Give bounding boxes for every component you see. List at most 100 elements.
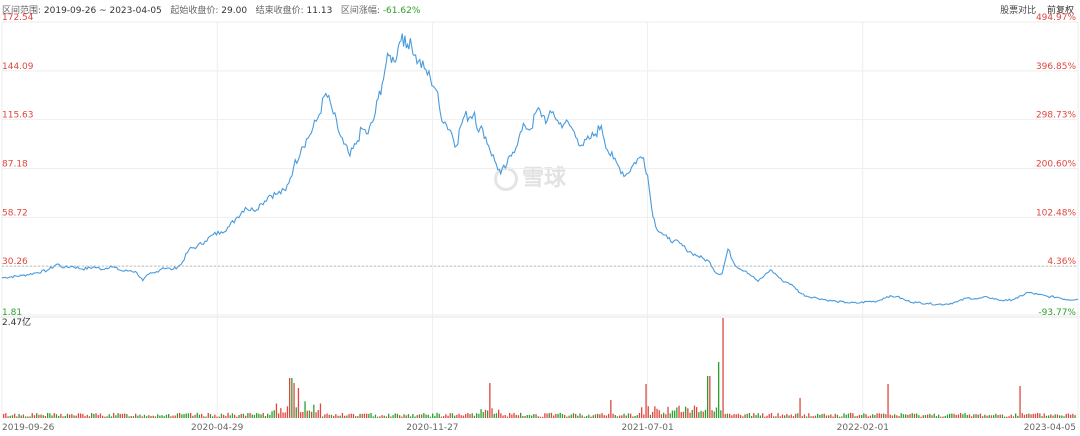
volume-bar [568,415,570,418]
compare-stock-button[interactable]: 股票对比 [1000,6,1037,16]
volume-bar [524,416,526,418]
volume-bar [918,415,920,418]
volume-bar [971,416,973,418]
volume-bar [759,415,762,418]
volume-bar [410,416,412,418]
volume-bar [594,414,597,418]
volume-bar [130,416,132,418]
volume-bar [687,408,689,418]
volume-bar [636,415,638,418]
volume-bar [168,414,170,418]
volume-bar [238,415,240,418]
volume-bar [755,415,757,418]
left-axis-labels: 172.54 144.09 115.63 87.18 58.72 30.26 1.81 [2,13,34,318]
volume-bar [731,415,733,418]
volume-bar [348,414,350,418]
volume-bar [115,415,117,418]
volume-bar [207,412,209,418]
volume-bar [909,414,911,418]
volume-bar [27,416,29,418]
volume-bar [964,413,966,418]
volume-bar [240,413,242,418]
volume-bar [616,416,619,418]
volume-bar [291,378,293,418]
volume-bar [359,413,361,418]
volume-bar [1023,414,1026,418]
volume-bar [447,415,449,418]
volume-bar [124,413,126,418]
volume-bar [544,413,546,418]
volume-bar [36,413,38,418]
volume-bar [526,415,528,418]
volume-bar [579,413,581,418]
volume-bar [225,416,227,418]
volume-bar [403,414,405,418]
volume-bar [689,412,691,418]
volume-bar [975,414,977,418]
volume-bar [843,413,845,418]
volume-bar [185,413,187,418]
volume-bar [982,416,984,418]
volume-bar [869,415,872,418]
volume-bar [363,413,366,418]
volume-bar [968,414,971,418]
volume-bar [71,414,73,418]
volume-bar [313,404,315,418]
volume-bar [190,413,192,418]
volume-bar [176,413,179,418]
volume-bar [797,413,799,418]
volume-bar [377,416,379,418]
volume-bar [678,405,680,418]
volume-bar [399,415,401,418]
volume-bar [146,416,148,418]
volume-bar [645,384,647,418]
volume-bar [718,362,720,418]
volume-bar [286,406,289,418]
volume-bar [324,414,326,418]
volume-bar [414,416,416,418]
volume-bar [852,413,854,418]
volume-bar [192,415,194,418]
volume-bar [88,416,91,418]
volume-bar [443,416,445,418]
volume-bar [108,414,110,418]
volume-bar [537,416,539,418]
volume-bar [946,414,949,418]
volume-bar [676,407,678,418]
volume-bar [84,416,86,418]
volume-bar [638,413,641,418]
volume-bar [381,415,383,418]
volume-bar [489,383,491,418]
volume-bar [256,413,258,418]
volume-bar [346,415,348,418]
volume-bar [979,413,982,418]
volume-bar [669,413,671,418]
volume-bar [469,414,471,418]
volume-bar [388,413,390,418]
volume-bar [737,413,740,418]
volume-bar [531,415,533,418]
volume-bar [3,413,5,418]
volume-max-label: 2.47亿 [2,316,31,328]
forward-adjusted-button[interactable]: 前复权 [1046,6,1074,16]
gridlines [0,21,1080,418]
volume-bar [575,413,577,418]
volume-bar [632,416,634,418]
volume-bar [29,416,31,418]
volume-bar [682,411,685,418]
volume-bar [157,414,159,418]
volume-bar [883,413,885,418]
volume-bar [289,378,291,418]
x-axis-labels: 2019-09-26 2020-04-29 2020-11-27 2021-07-01… [2,423,1076,433]
volume-bar [949,413,951,418]
right-axis-labels: 494.97% 396.85% 298.73% 200.60% 102.48% 4.36%… [1036,13,1076,318]
volume-bar [942,416,944,418]
volume-bar [863,413,865,418]
volume-bar [880,413,883,418]
volume-bar [93,413,95,418]
volume-bar [792,416,795,418]
x-tick-label: 2023-04-05 [1024,423,1076,433]
volume-bar [20,415,22,418]
volume-bar [203,416,205,418]
volume-bar [548,413,550,418]
